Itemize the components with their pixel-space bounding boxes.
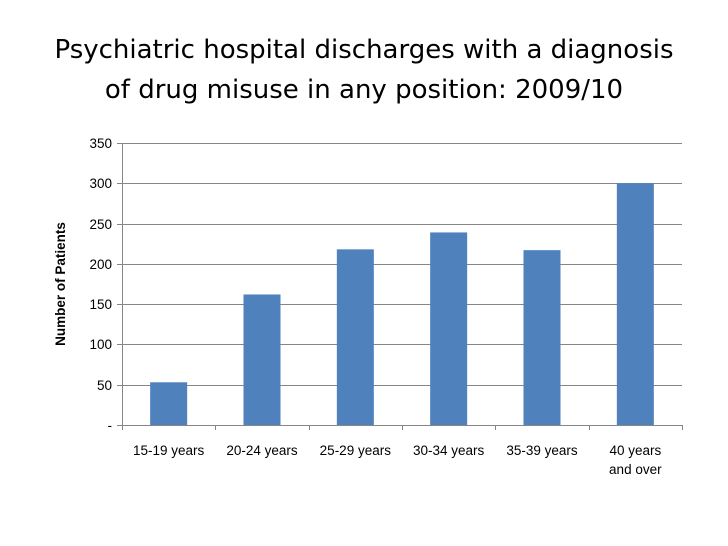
x-tick-label: 15-19 years [133, 443, 205, 458]
x-tick-label: 35-39 years [506, 443, 578, 458]
y-tick-label: 200 [89, 257, 112, 272]
y-tick-label: 50 [97, 378, 112, 393]
x-tick-label: 20-24 years [226, 443, 298, 458]
y-axis-label: Number of Patients [53, 222, 68, 346]
y-tick-label: - [108, 418, 113, 433]
title-line-2: of drug misuse in any position: 2009/10 [104, 75, 624, 105]
title-line-1: Psychiatric hospital discharges with a d… [54, 35, 674, 65]
x-tick-labels: 15-19 years 20-24 years 25-29 years 30-34 y… [133, 443, 662, 477]
y-tick-label: 350 [89, 136, 112, 151]
bar [523, 250, 561, 425]
bar [243, 294, 281, 425]
x-tick-label: 30-34 years [413, 443, 485, 458]
bar [616, 183, 654, 425]
y-tick-label: 250 [89, 217, 112, 232]
y-tick-labels: - 50 100 150 200 250 300 350 [89, 136, 112, 433]
y-tick-label: 100 [89, 337, 112, 352]
y-tick-label: 300 [89, 176, 112, 191]
bar [430, 232, 468, 425]
x-tick-label: 25-29 years [320, 443, 392, 458]
chart-title: Psychiatric hospital discharges with a d… [20, 30, 708, 110]
bar [336, 249, 374, 425]
x-tick-label: 40 years and over [609, 443, 662, 477]
bars [150, 183, 654, 425]
axes [117, 143, 683, 430]
gridlines [122, 143, 682, 386]
bar [150, 382, 188, 425]
y-tick-label: 150 [89, 297, 112, 312]
